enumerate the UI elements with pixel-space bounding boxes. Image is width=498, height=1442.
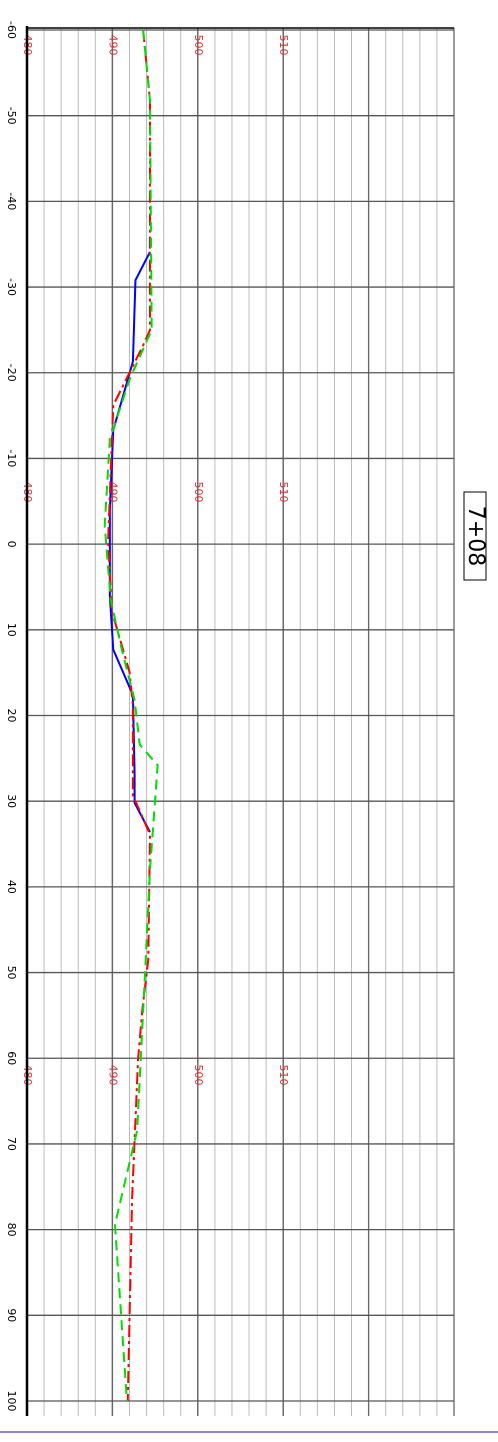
grid: 480480480490490490500500500510510510-60-… <box>5 21 455 1416</box>
y-tick-label: 500 <box>192 1065 205 1086</box>
series-line <box>103 29 159 1402</box>
x-tick-label: 90 <box>5 1308 18 1322</box>
series-line <box>107 29 151 1402</box>
y-tick-label: 500 <box>192 482 205 503</box>
x-tick-label: 10 <box>5 623 18 637</box>
x-tick-label: -40 <box>5 192 18 210</box>
x-tick-label: -30 <box>5 278 18 296</box>
y-tick-label: 510 <box>277 35 290 56</box>
x-tick-label: 50 <box>5 966 18 980</box>
y-tick-label: 490 <box>106 35 119 56</box>
y-tick-label: 510 <box>277 1065 290 1086</box>
chart-title: 7+08 <box>463 506 488 566</box>
x-tick-label: 60 <box>5 1051 18 1065</box>
y-tick-label: 500 <box>192 35 205 56</box>
x-tick-label: -60 <box>5 21 18 39</box>
x-tick-label: 0 <box>5 541 18 548</box>
x-tick-label: 40 <box>5 880 18 894</box>
x-tick-label: -20 <box>5 364 18 382</box>
series-line <box>108 251 151 833</box>
x-tick-label: -50 <box>5 107 18 125</box>
x-tick-label: 70 <box>5 1137 18 1151</box>
y-tick-label: 510 <box>277 482 290 503</box>
y-tick-label: 490 <box>106 482 119 503</box>
y-tick-label: 490 <box>106 1065 119 1086</box>
x-tick-label: -10 <box>5 449 18 467</box>
plot <box>103 29 159 1402</box>
title-box <box>463 491 487 581</box>
x-tick-label: 20 <box>5 709 18 723</box>
x-tick-label: 100 <box>5 1391 18 1412</box>
x-tick-label: 30 <box>5 794 18 808</box>
x-tick-label: 80 <box>5 1223 18 1237</box>
